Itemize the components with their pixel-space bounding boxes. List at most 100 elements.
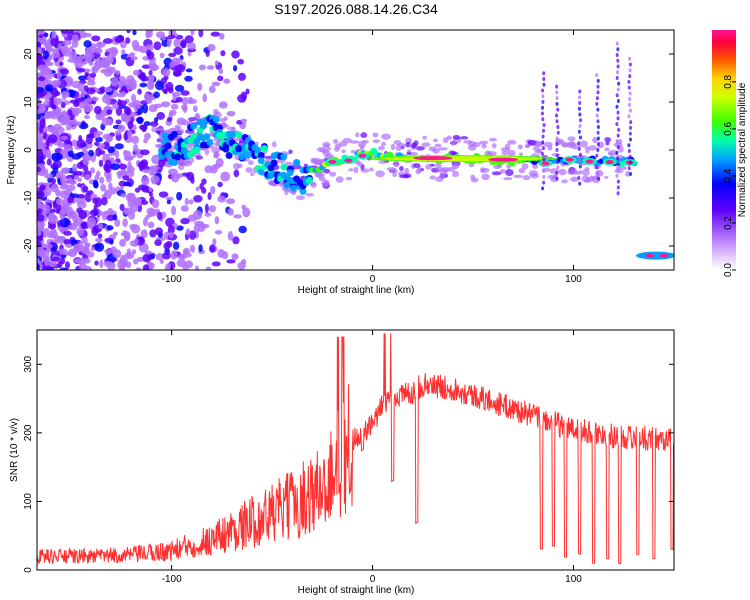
spectrogram-cell (110, 76, 119, 87)
spectrogram-cell (77, 183, 83, 188)
spectrogram-cell (175, 96, 183, 103)
spectrogram-cell (102, 94, 111, 104)
spectrogram-cell (383, 156, 544, 162)
spectrogram-cell (615, 52, 619, 57)
spectrogram-cell (232, 162, 240, 170)
spectrogram-cell (358, 153, 367, 158)
spectrogram-cell (43, 231, 48, 239)
spectrogram-cell (91, 35, 101, 42)
spectrogram-cell (197, 82, 203, 91)
spectrogram-cell (100, 184, 107, 192)
snr-ytick-label: 100 (23, 493, 34, 510)
spectrogram-cell (616, 156, 620, 161)
spectrogram-cell (629, 172, 633, 176)
spectrogram-cell (237, 58, 244, 65)
spectrogram-cell (158, 158, 166, 168)
spectrogram-cell (131, 135, 140, 145)
spectrogram-cell (491, 171, 502, 176)
spectrogram-cell (153, 91, 160, 99)
spectrogram-cell (194, 114, 200, 120)
spectrogram-cell (193, 105, 198, 113)
spectrogram-cell (103, 189, 112, 200)
spectrogram-cell (412, 156, 453, 161)
spectrogram-cell (329, 171, 337, 177)
spectrogram-cell (627, 166, 631, 171)
spectrogram-cell (148, 69, 153, 77)
spectrogram-cell (202, 93, 207, 103)
spectrogram-cell (217, 195, 226, 203)
spectrogram-cell (71, 80, 81, 89)
spectrogram-cell (501, 150, 508, 156)
spectrogram-cell (381, 141, 386, 147)
spectrogram-cell (72, 215, 79, 223)
spectrogram-cell (635, 251, 674, 260)
spectrogram-cell (80, 89, 86, 98)
spectrogram-cell (595, 113, 599, 118)
spectrogram-cell (208, 85, 216, 94)
spectrogram-cell (250, 172, 255, 177)
spectrogram-cell (44, 84, 54, 92)
spectrogram-cell (137, 88, 142, 95)
spectrogram-cell (381, 133, 391, 140)
spectrogram-cell (615, 41, 619, 46)
spectrogram-cell (204, 212, 212, 217)
spectrogram-cell (218, 68, 224, 75)
snr-frame (36, 329, 675, 571)
spectrogram-cell (616, 133, 620, 138)
spectrogram-cell (211, 261, 221, 267)
spectrogram-cell (215, 157, 224, 168)
spectrogram-cell (77, 67, 86, 73)
spectrogram-cell (39, 235, 44, 242)
spectrogram-cell (260, 144, 268, 152)
spectrogram-cell (41, 148, 49, 156)
spectrogram-cell (40, 67, 50, 75)
spectrogram-cell (153, 117, 159, 123)
spectrogram-cell (57, 235, 66, 241)
spectrogram-cell (83, 98, 89, 106)
spectrogram-cell (149, 81, 154, 89)
spectrogram-cell (348, 168, 354, 172)
spectrogram-cell (323, 168, 331, 174)
spectrogram-cell (46, 158, 52, 166)
spectrogram-cell (174, 84, 185, 92)
spectrogram-cell (44, 265, 52, 270)
spectrogram-cell (432, 138, 439, 143)
spectrogram-cell (132, 30, 137, 36)
spectrogram-cell (42, 101, 50, 107)
spectrogram-cell (616, 145, 620, 150)
spectrogram-cell (167, 34, 176, 40)
spectrogram-cell (468, 163, 475, 168)
spectrogram-cell (201, 178, 207, 185)
spectrogram-cell (578, 135, 582, 140)
spectrogram-cell (244, 151, 252, 159)
spectrogram-cell (50, 246, 57, 252)
spectrogram-cell (225, 198, 236, 205)
spectrogram-cell (393, 160, 400, 168)
spectrogram-cell (360, 168, 370, 173)
spectrogram-cell (481, 173, 490, 181)
spectrogram-cell (149, 67, 158, 72)
spectrogram-cell (438, 147, 448, 151)
spectrogram-cell (207, 192, 212, 201)
spectrogram-cell (284, 188, 289, 196)
spectrogram-cell (578, 89, 582, 94)
spectrogram-cell (223, 78, 231, 84)
spectrogram-cell (584, 146, 590, 151)
spectrogram-ytick-label: 10 (23, 96, 34, 108)
spectrogram-cell (629, 120, 633, 125)
snr-ytick-label: 200 (23, 424, 34, 441)
spectrogram-cell (345, 176, 353, 181)
spectrogram-cell (503, 177, 513, 181)
spectrogram-cell (116, 92, 126, 98)
snr-xtick-label: 0 (370, 574, 376, 585)
spectrogram-cell (627, 79, 631, 84)
spectrogram-cell (134, 237, 139, 247)
spectrogram-cell (425, 163, 432, 170)
spectrogram-cell (110, 163, 120, 171)
spectrogram-cell (93, 180, 99, 189)
spectrogram-cell (578, 112, 582, 117)
spectrogram-cell (40, 39, 47, 45)
spectrogram-cell (242, 207, 251, 218)
snr-ylabel: SNR (10 * v/v) (9, 418, 20, 482)
spectrogram-cell (227, 231, 234, 241)
